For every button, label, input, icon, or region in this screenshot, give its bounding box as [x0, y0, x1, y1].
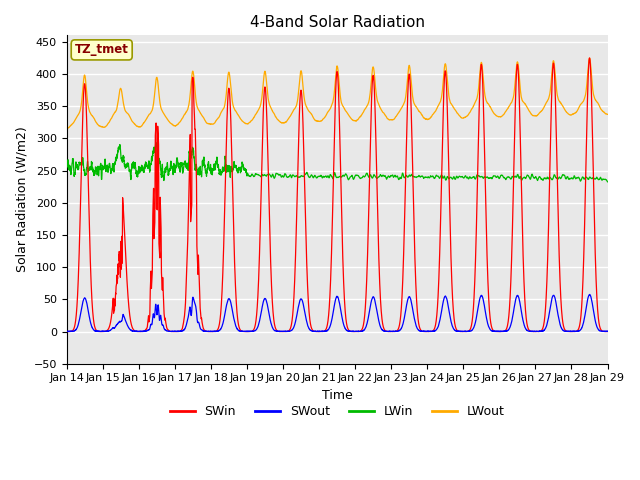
Legend: SWin, SWout, LWin, LWout: SWin, SWout, LWin, LWout [164, 400, 509, 423]
Title: 4-Band Solar Radiation: 4-Band Solar Radiation [250, 15, 424, 30]
Text: TZ_tmet: TZ_tmet [75, 43, 129, 56]
X-axis label: Time: Time [322, 389, 353, 402]
Y-axis label: Solar Radiation (W/m2): Solar Radiation (W/m2) [15, 127, 28, 273]
